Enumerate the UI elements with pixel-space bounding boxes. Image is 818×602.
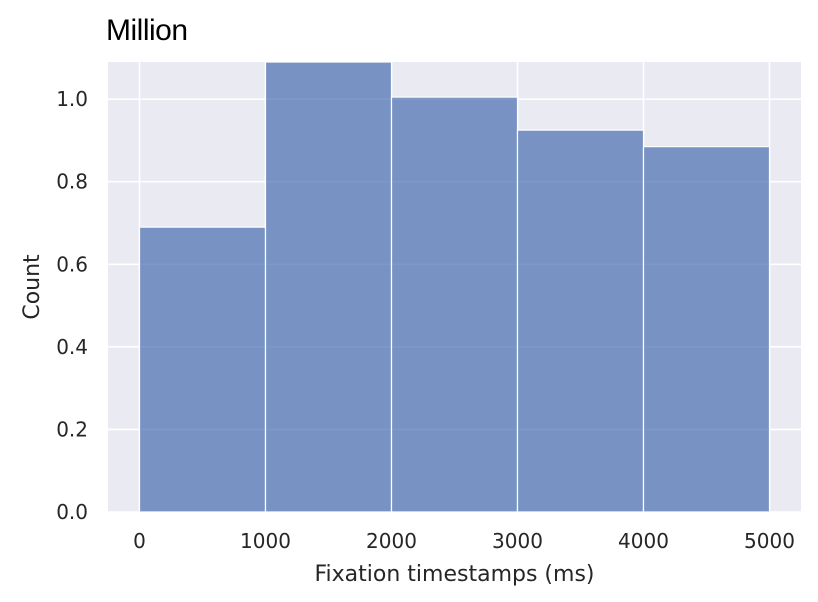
y-tick-label: 0.8 [56, 170, 88, 194]
x-tick-label: 2000 [366, 529, 417, 553]
x-tick-label: 3000 [492, 529, 543, 553]
histogram-bar-2 [264, 61, 393, 513]
histogram-bar-3 [390, 96, 519, 513]
histogram-bar-1 [138, 226, 267, 513]
y-tick-label: 0.2 [56, 417, 88, 441]
chart-title: Million [106, 14, 188, 47]
y-tick-label: 0.0 [56, 500, 88, 524]
histogram-bar-5 [642, 146, 771, 513]
y-tick-label: 0.4 [56, 335, 88, 359]
x-axis-label: Fixation timestamps (ms) [315, 562, 595, 587]
x-tick-label: 5000 [744, 529, 795, 553]
y-tick-label: 0.6 [56, 252, 88, 276]
x-tick-label: 4000 [618, 529, 669, 553]
x-tick-label: 1000 [240, 529, 291, 553]
histogram-bar-4 [516, 129, 645, 513]
x-tick-label: 0 [133, 529, 146, 553]
y-axis-label: Count [20, 254, 45, 320]
y-tick-label: 1.0 [56, 87, 88, 111]
